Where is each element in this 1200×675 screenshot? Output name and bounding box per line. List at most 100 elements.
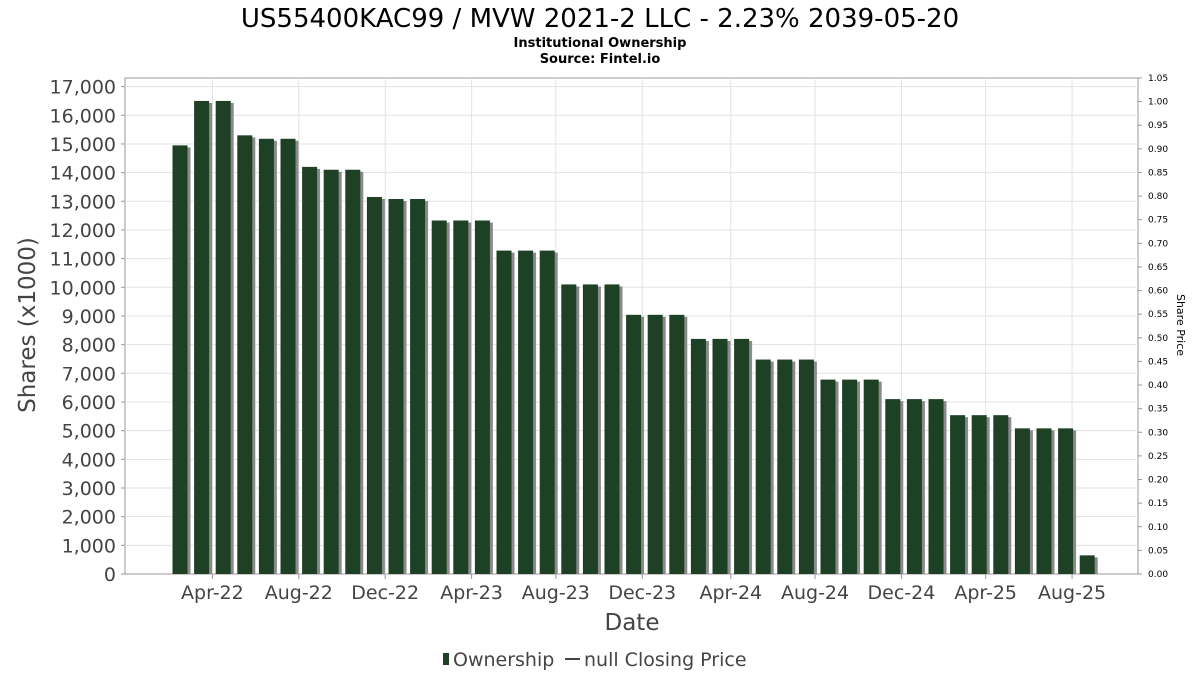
y-tick-label: 3,000 [62, 478, 116, 500]
y2-tick-label: 0.50 [1148, 334, 1168, 344]
x-tick-label: Apr-24 [699, 582, 762, 604]
bar [842, 379, 858, 574]
bar [928, 399, 944, 574]
y2-tick-label: 0.45 [1148, 357, 1168, 367]
bar [366, 196, 382, 574]
bar [626, 314, 642, 574]
y-tick-label: 1,000 [62, 535, 116, 557]
x-tick-label: Aug-23 [522, 582, 590, 604]
bar [755, 359, 771, 574]
bar [258, 138, 274, 575]
y-tick-label: 2,000 [62, 507, 116, 529]
y-tick-label: 14,000 [50, 163, 116, 185]
bar [1036, 428, 1052, 574]
y-tick-label: 5,000 [62, 421, 116, 443]
x-tick-label: Dec-23 [608, 582, 676, 604]
bar [734, 338, 750, 574]
bar [582, 284, 598, 574]
x-tick-label: Dec-24 [868, 582, 936, 604]
y2-tick-label: 0.95 [1148, 121, 1168, 131]
x-tick-label: Aug-25 [1038, 582, 1106, 604]
bar [971, 415, 987, 574]
chart-subtitle-line-2: Source: Fintel.io [540, 52, 661, 67]
y-tick-label: 12,000 [50, 220, 116, 242]
y2-tick-label: 0.70 [1148, 239, 1168, 249]
y-axis-ticks: 0 1,000 2,000 3,000 4,000 5,000 6,000 7,000 8,00… [50, 77, 125, 586]
bar [798, 359, 814, 574]
y-tick-label: 11,000 [50, 249, 116, 271]
y-tick-label: 16,000 [50, 105, 116, 127]
bar [302, 166, 318, 575]
bar [518, 250, 534, 574]
x-axis-ticks: Apr-22 Aug-22 Dec-22 Apr-23 Aug-23 Dec-23 Apr-… [181, 574, 1106, 604]
bar [431, 220, 447, 574]
bar [885, 399, 901, 574]
bar [647, 314, 663, 574]
legend-ownership-label: Ownership [453, 649, 554, 671]
y-tick-label: 7,000 [62, 363, 116, 385]
bar [323, 169, 339, 574]
y-axis-label: Shares (x1000) [15, 237, 41, 413]
bar [539, 250, 555, 574]
legend-ownership-swatch [443, 653, 449, 665]
bar [453, 220, 469, 574]
y2-tick-label: 0.90 [1148, 145, 1168, 155]
y-tick-label: 13,000 [50, 191, 116, 213]
y2-tick-label: 0.30 [1148, 428, 1168, 438]
y2-tick-label: 0.20 [1148, 476, 1168, 486]
y2-tick-label: 0.35 [1148, 405, 1168, 415]
bar [820, 379, 836, 574]
y2-tick-label: 0.15 [1148, 499, 1168, 509]
bar [712, 338, 728, 574]
chart-subtitle-line-1: Institutional Ownership [514, 36, 687, 51]
y2-tick-label: 0.80 [1148, 192, 1168, 202]
bar [194, 100, 210, 575]
bars [172, 100, 1098, 575]
x-tick-label: Apr-23 [440, 582, 503, 604]
y2-axis-label: Share Price [1174, 294, 1187, 356]
bar [777, 359, 793, 574]
bar [280, 138, 296, 575]
y2-tick-label: 1.00 [1148, 98, 1168, 108]
y2-tick-label: 0.60 [1148, 287, 1168, 297]
y-tick-label: 9,000 [62, 306, 116, 328]
y2-tick-label: 0.25 [1148, 452, 1168, 462]
x-tick-label: Apr-25 [954, 582, 1017, 604]
bar [561, 284, 577, 574]
bar [388, 198, 404, 574]
y2-tick-label: 0.10 [1148, 523, 1168, 533]
bar [410, 198, 426, 574]
chart-title: US55400KAC99 / MVW 2021-2 LLC - 2.23% 20… [241, 4, 959, 34]
bar [215, 100, 231, 575]
legend: Ownership null Closing Price [443, 649, 747, 671]
bar [496, 250, 512, 574]
legend-closing-price-label: null Closing Price [584, 649, 747, 671]
bar [1014, 428, 1030, 574]
x-axis-label: Date [605, 610, 660, 636]
y2-tick-label: 0.05 [1148, 546, 1168, 556]
x-tick-label: Apr-22 [181, 582, 244, 604]
bar [1079, 555, 1095, 574]
y2-tick-label: 0.85 [1148, 168, 1168, 178]
y2-tick-label: 0.00 [1148, 570, 1168, 580]
bar [993, 415, 1009, 574]
bar [604, 284, 620, 574]
y2-tick-label: 0.75 [1148, 216, 1168, 226]
bar [906, 399, 922, 574]
y-tick-label: 4,000 [62, 449, 116, 471]
y2-tick-label: 0.40 [1148, 381, 1168, 391]
y-tick-label: 10,000 [50, 277, 116, 299]
bar [950, 415, 966, 574]
y2-axis-ticks: 0.00 0.05 0.10 0.15 0.20 0.25 0.30 0.35 0.40 0.45… [1138, 74, 1168, 580]
y2-tick-label: 0.55 [1148, 310, 1168, 320]
bar [237, 135, 253, 574]
y-tick-label: 8,000 [62, 335, 116, 357]
bar [863, 379, 879, 574]
y-tick-label: 0 [104, 564, 116, 586]
bar [474, 220, 490, 574]
x-tick-label: Aug-24 [781, 582, 849, 604]
bar [1058, 428, 1074, 574]
y-tick-label: 17,000 [50, 77, 116, 99]
x-tick-label: Aug-22 [265, 582, 333, 604]
